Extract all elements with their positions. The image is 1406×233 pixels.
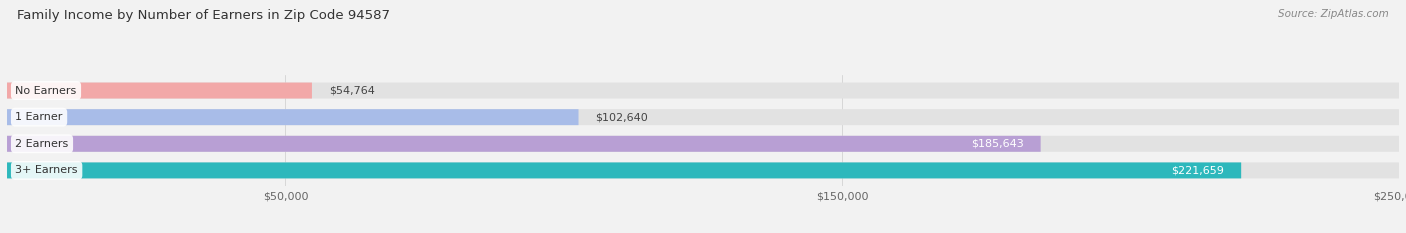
Text: Source: ZipAtlas.com: Source: ZipAtlas.com bbox=[1278, 9, 1389, 19]
Text: $185,643: $185,643 bbox=[972, 139, 1024, 149]
FancyBboxPatch shape bbox=[7, 162, 1399, 178]
Text: $221,659: $221,659 bbox=[1171, 165, 1225, 175]
Text: No Earners: No Earners bbox=[15, 86, 77, 96]
Text: 2 Earners: 2 Earners bbox=[15, 139, 69, 149]
FancyBboxPatch shape bbox=[7, 109, 1399, 125]
FancyBboxPatch shape bbox=[7, 82, 1399, 99]
FancyBboxPatch shape bbox=[7, 162, 1241, 178]
Text: 3+ Earners: 3+ Earners bbox=[15, 165, 77, 175]
Text: Family Income by Number of Earners in Zip Code 94587: Family Income by Number of Earners in Zi… bbox=[17, 9, 389, 22]
Text: $102,640: $102,640 bbox=[595, 112, 648, 122]
FancyBboxPatch shape bbox=[7, 136, 1040, 152]
FancyBboxPatch shape bbox=[7, 109, 578, 125]
FancyBboxPatch shape bbox=[7, 82, 312, 99]
FancyBboxPatch shape bbox=[7, 136, 1399, 152]
Text: 1 Earner: 1 Earner bbox=[15, 112, 63, 122]
Text: $54,764: $54,764 bbox=[329, 86, 374, 96]
